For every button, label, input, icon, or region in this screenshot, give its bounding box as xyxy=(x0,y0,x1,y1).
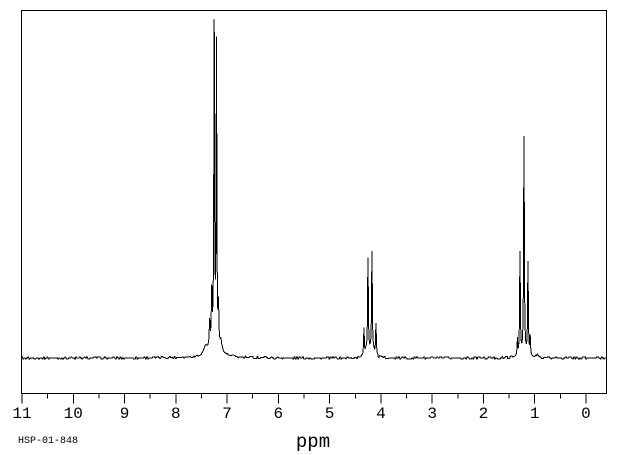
axis-tick-label-10: 10 xyxy=(63,405,83,423)
axis-tick-label-11: 11 xyxy=(12,405,32,423)
axis-tick-label-6: 6 xyxy=(273,405,284,423)
axis-tick-label-8: 8 xyxy=(170,405,181,423)
plot-frame xyxy=(21,10,607,394)
x-axis-title: ppm xyxy=(295,431,331,453)
axis-tick-label-1: 1 xyxy=(529,405,540,423)
axis-tick-label-2: 2 xyxy=(478,405,489,423)
axis-tick-label-3: 3 xyxy=(427,405,437,423)
axis-tick-label-0: 0 xyxy=(581,405,591,423)
axis-tick-label-9: 9 xyxy=(119,405,130,423)
nmr-trace xyxy=(20,19,607,360)
axis-tick-label-4: 4 xyxy=(376,405,386,423)
spectrum-id-label: HSP-01-848 xyxy=(18,436,79,447)
axis-tick-label-5: 5 xyxy=(324,405,335,423)
axis-tick-label-7: 7 xyxy=(222,405,232,423)
